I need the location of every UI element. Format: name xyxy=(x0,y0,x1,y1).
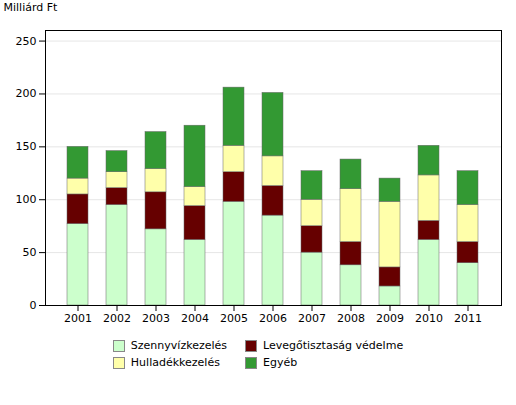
html-text:Levegőtisztaság védelme: Levegőtisztaság védelme xyxy=(263,339,404,352)
svg-text:2004: 2004 xyxy=(181,312,209,325)
svg-text:2003: 2003 xyxy=(142,312,170,325)
html-text:Szennyvízkezelés: Szennyvízkezelés xyxy=(130,339,227,352)
svg-text:Milliárd Ft: Milliárd Ft xyxy=(4,1,59,14)
svg-text:150: 150 xyxy=(16,140,37,153)
svg-text:2009: 2009 xyxy=(376,312,404,325)
svg-text:2002: 2002 xyxy=(103,312,131,325)
svg-text:2001: 2001 xyxy=(64,312,92,325)
svg-text:250: 250 xyxy=(16,35,37,48)
svg-text:2011: 2011 xyxy=(454,312,482,325)
svg-text:50: 50 xyxy=(23,246,37,259)
svg-text:2007: 2007 xyxy=(298,312,326,325)
html-text:Hulladékkezelés: Hulladékkezelés xyxy=(130,356,220,369)
svg-text:0: 0 xyxy=(30,299,37,312)
svg-text:200: 200 xyxy=(16,87,37,100)
html-text:Egyéb: Egyéb xyxy=(263,356,298,369)
svg-text:2005: 2005 xyxy=(220,312,248,325)
svg-text:2006: 2006 xyxy=(259,312,287,325)
svg-text:2008: 2008 xyxy=(337,312,365,325)
svg-text:100: 100 xyxy=(16,193,37,206)
svg-text:2010: 2010 xyxy=(415,312,443,325)
